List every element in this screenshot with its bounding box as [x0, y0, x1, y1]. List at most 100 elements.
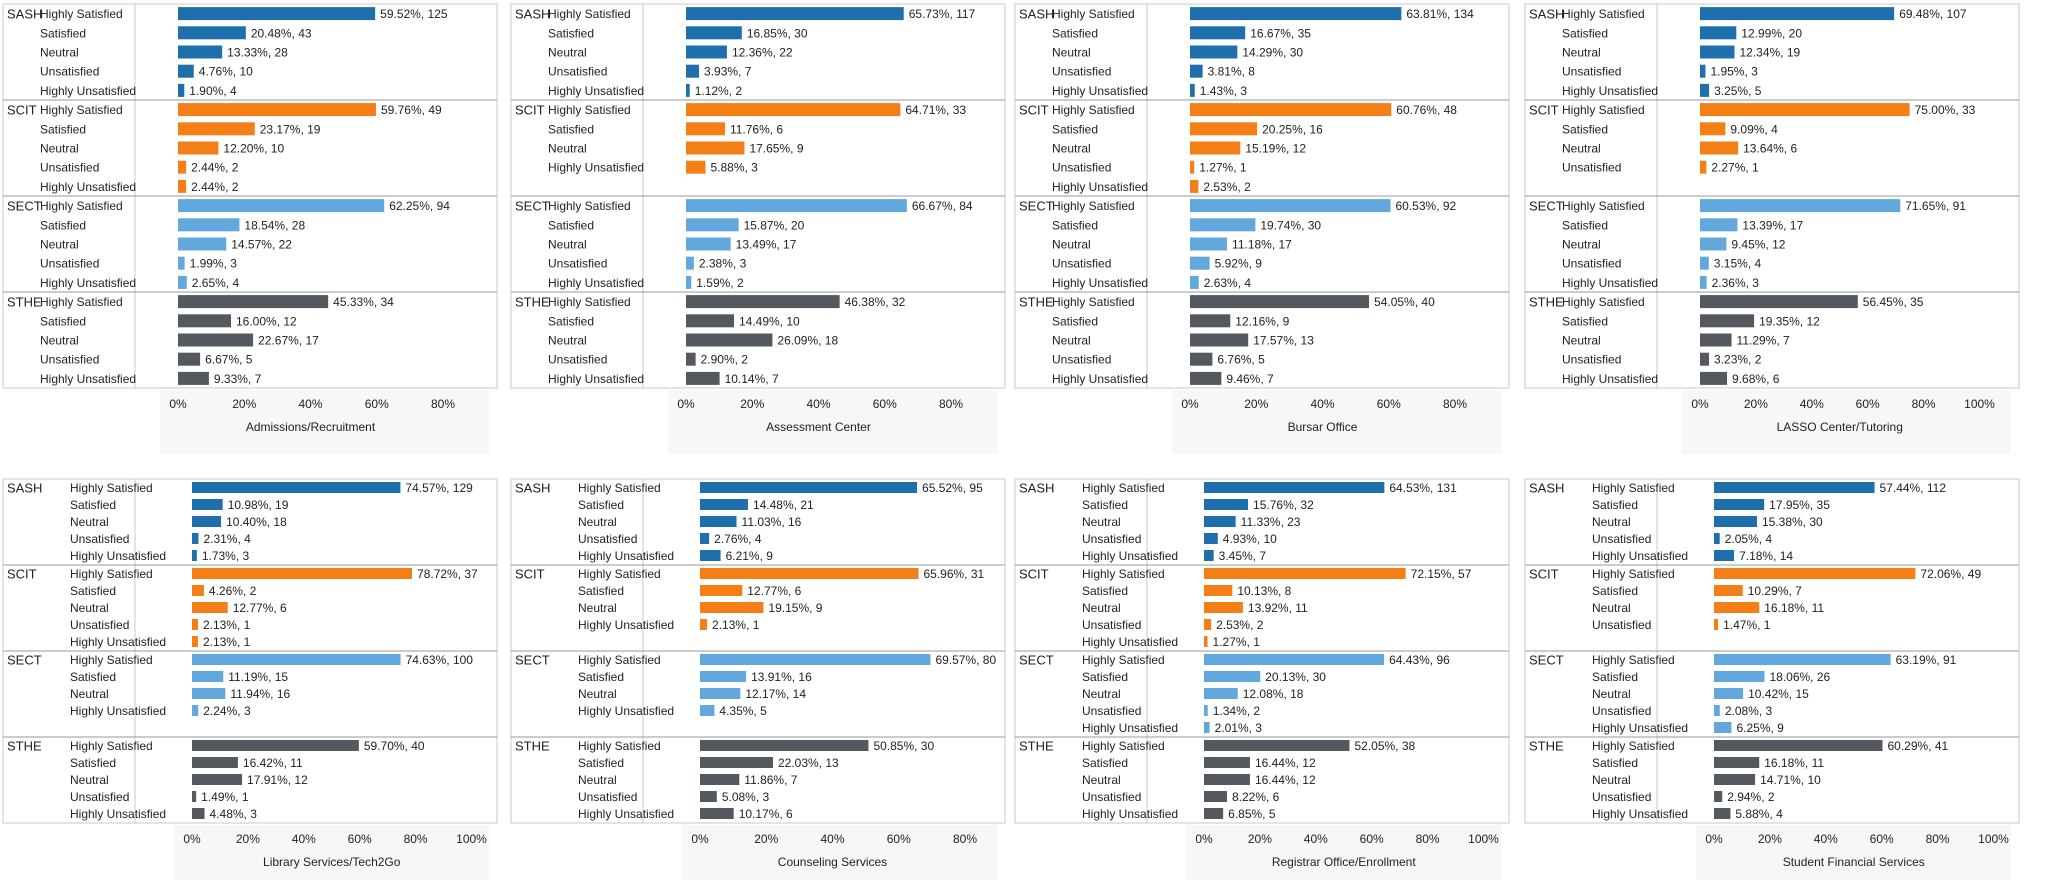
- bar: [686, 218, 739, 232]
- data-label: 52.05%, 38: [1354, 739, 1415, 753]
- x-tick-label: 100%: [456, 832, 487, 846]
- category-label: Highly Satisfied: [70, 653, 153, 667]
- x-tick-label: 0%: [1691, 397, 1709, 411]
- x-tick-label: 100%: [1978, 832, 2009, 846]
- bar: [192, 499, 223, 510]
- group-label: SECT: [1019, 199, 1054, 214]
- x-tick-label: 0%: [183, 832, 201, 846]
- category-label: Neutral: [1052, 334, 1091, 348]
- data-label: 1.43%, 3: [1200, 84, 1248, 98]
- category-label: Satisfied: [1562, 314, 1608, 328]
- category-label: Unsatisfied: [578, 532, 637, 546]
- data-label: 60.29%, 41: [1888, 739, 1949, 753]
- data-label: 10.42%, 15: [1748, 687, 1809, 701]
- x-tick-label: 80%: [404, 832, 428, 846]
- bar: [1190, 122, 1258, 136]
- bar: [1714, 757, 1760, 768]
- bar: [178, 179, 187, 193]
- data-label: 13.49%, 17: [736, 238, 797, 252]
- data-label: 26.09%, 18: [777, 334, 838, 348]
- bar: [1190, 26, 1246, 40]
- x-tick-label: 60%: [365, 397, 389, 411]
- bar: [1714, 602, 1760, 613]
- bar: [1190, 218, 1256, 232]
- category-label: Highly Satisfied: [1592, 739, 1675, 753]
- group-label: STHE: [7, 739, 42, 754]
- category-label: Neutral: [1592, 773, 1631, 787]
- data-label: 57.44%, 112: [1880, 481, 1947, 495]
- category-label: Highly Unsatisfied: [578, 618, 674, 632]
- group-label: SCIT: [1019, 567, 1049, 582]
- data-label: 17.95%, 35: [1769, 498, 1830, 512]
- chart-title: Counseling Services: [778, 855, 887, 869]
- data-label: 15.19%, 12: [1245, 142, 1306, 156]
- x-tick-label: 20%: [754, 832, 778, 846]
- data-label: 18.06%, 26: [1769, 670, 1830, 684]
- bar: [178, 141, 219, 155]
- category-label: Highly Satisfied: [578, 653, 661, 667]
- category-label: Highly Satisfied: [578, 481, 661, 495]
- data-label: 74.57%, 129: [405, 481, 473, 495]
- category-label: Satisfied: [578, 756, 624, 770]
- group-label: SCIT: [7, 103, 37, 118]
- category-label: Satisfied: [40, 218, 86, 232]
- category-label: Satisfied: [1082, 670, 1128, 684]
- bar: [686, 83, 690, 97]
- category-label: Highly Unsatisfied: [40, 276, 136, 290]
- data-label: 1.99%, 3: [190, 257, 238, 271]
- bar: [700, 533, 710, 544]
- category-label: Neutral: [548, 238, 587, 252]
- group-label: SASH: [1019, 481, 1054, 496]
- group-label: SCIT: [1529, 103, 1559, 118]
- category-label: Unsatisfied: [1082, 618, 1141, 632]
- data-label: 78.72%, 37: [417, 567, 478, 581]
- category-label: Unsatisfied: [1082, 790, 1141, 804]
- chart-title: Admissions/Recruitment: [246, 420, 376, 434]
- bar: [178, 218, 240, 232]
- group-label: SASH: [1529, 481, 1564, 496]
- x-tick-label: 0%: [1195, 832, 1213, 846]
- chart-title: Student Financial Services: [1783, 855, 1925, 869]
- data-label: 16.44%, 12: [1255, 756, 1316, 770]
- data-label: 2.44%, 2: [191, 180, 239, 194]
- bar: [686, 314, 734, 328]
- category-label: Satisfied: [40, 314, 86, 328]
- bar: [1190, 179, 1199, 193]
- bar: [178, 199, 385, 213]
- bar: [700, 654, 931, 665]
- category-label: Unsatisfied: [1082, 532, 1141, 546]
- x-tick-label: 0%: [691, 832, 709, 846]
- data-label: 75.00%, 33: [1915, 103, 1976, 117]
- x-tick-label: 40%: [1304, 832, 1328, 846]
- category-label: Satisfied: [548, 122, 594, 136]
- x-tick-label: 60%: [348, 832, 372, 846]
- data-label: 14.29%, 30: [1242, 46, 1303, 60]
- category-label: Highly Satisfied: [1052, 103, 1135, 117]
- bar: [700, 688, 741, 699]
- bar: [1700, 64, 1706, 78]
- data-label: 16.00%, 12: [236, 314, 297, 328]
- group-label: SASH: [515, 481, 550, 496]
- category-label: Satisfied: [70, 670, 116, 684]
- bar: [700, 516, 737, 527]
- category-label: Neutral: [1592, 515, 1631, 529]
- bar: [1204, 619, 1212, 630]
- data-label: 15.38%, 30: [1762, 515, 1823, 529]
- bar: [1190, 295, 1370, 309]
- bar: [1700, 314, 1755, 328]
- category-label: Unsatisfied: [70, 790, 129, 804]
- bar: [192, 533, 199, 544]
- category-label: Highly Unsatisfied: [1082, 635, 1178, 649]
- bar: [1700, 141, 1739, 155]
- bar: [178, 45, 223, 59]
- category-label: Highly Satisfied: [548, 199, 631, 213]
- data-label: 12.77%, 6: [233, 601, 287, 615]
- category-label: Highly Unsatisfied: [548, 84, 644, 98]
- bar: [1714, 722, 1732, 733]
- data-label: 5.92%, 9: [1215, 257, 1263, 271]
- category-label: Highly Satisfied: [1592, 567, 1675, 581]
- data-label: 10.14%, 7: [725, 372, 779, 386]
- bar: [1204, 568, 1406, 579]
- category-label: Unsatisfied: [40, 353, 99, 367]
